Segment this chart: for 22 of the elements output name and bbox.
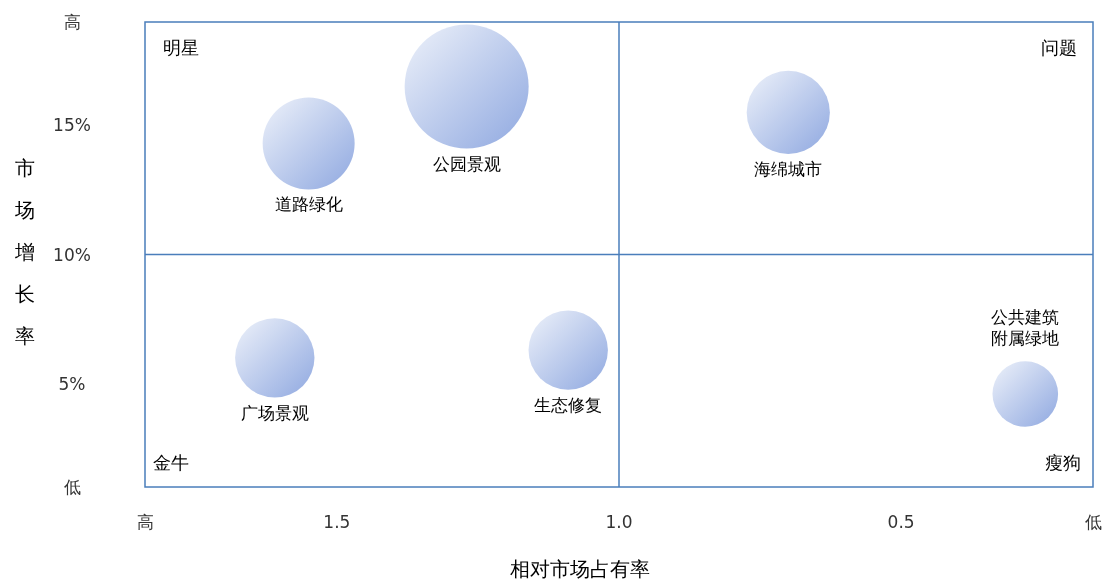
x-tick-label: 1.0: [605, 512, 633, 532]
series-label: 生态修复: [534, 394, 603, 415]
annotation: 瘦狗: [1045, 452, 1081, 473]
y-tick-label: 15%: [53, 115, 91, 136]
series-label: 海绵城市: [754, 159, 823, 180]
series-label: 广场景观: [240, 402, 309, 423]
y-axis-title: 市场增长率: [14, 156, 35, 348]
x-tick-label: 0.5: [887, 512, 915, 532]
series-label: 公园景观: [432, 153, 501, 174]
y-tick-label: 10%: [53, 244, 91, 265]
x-axis-title: 相对市场占有率: [510, 557, 650, 581]
x-tick-label: 低: [1084, 512, 1102, 532]
y-tick-label: 5%: [58, 373, 86, 394]
series-label: 公共建筑附属绿地: [991, 307, 1060, 349]
y-tick-label: 高: [63, 12, 81, 32]
x-tick-label: 1.5: [323, 512, 351, 532]
x-tick-label: 高: [136, 512, 154, 532]
annotation: 明星: [163, 37, 199, 58]
y-tick-label: 低: [63, 477, 81, 497]
annotation: 金牛: [153, 452, 189, 473]
series-label: 道路绿化: [274, 194, 343, 215]
annotation: 问题: [1041, 37, 1077, 58]
